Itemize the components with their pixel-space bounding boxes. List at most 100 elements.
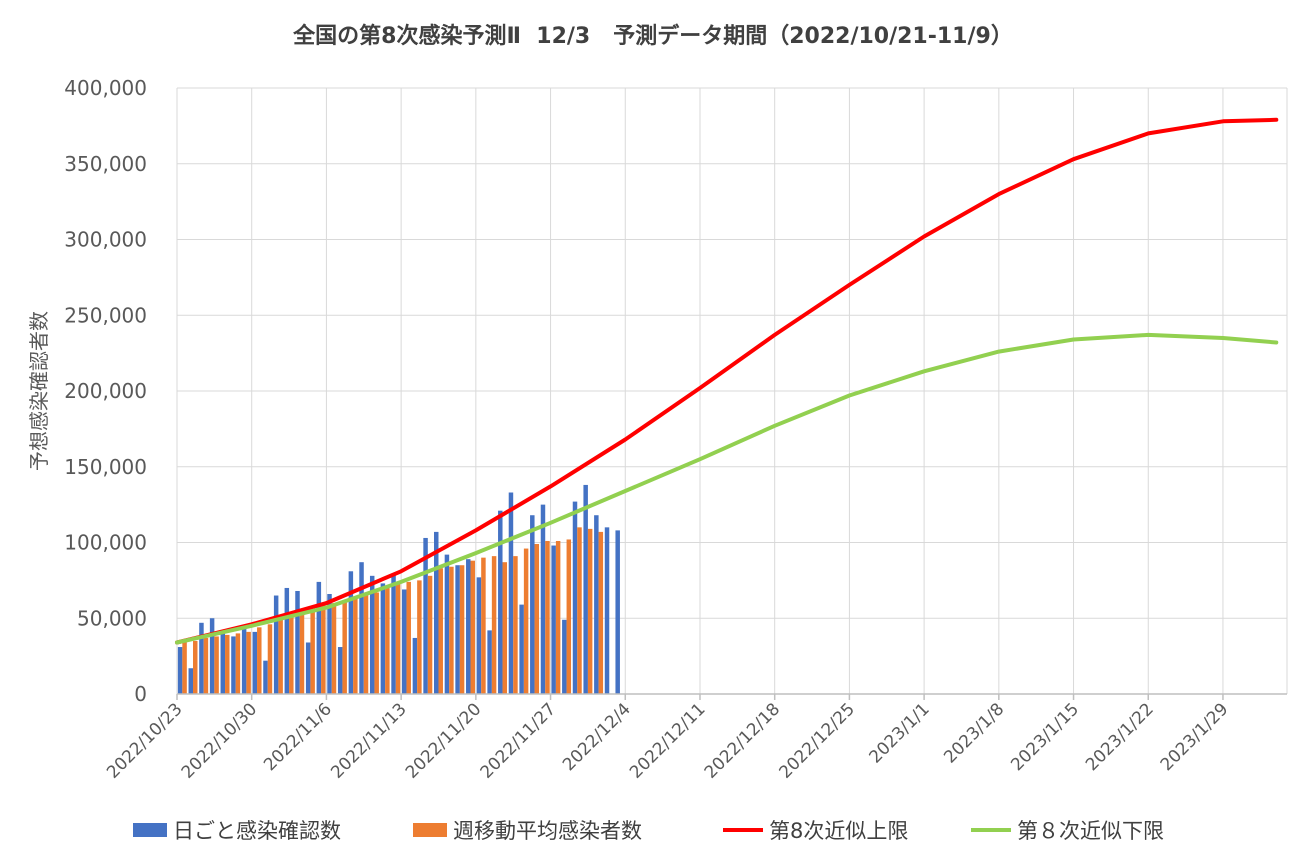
daily-bar: [572, 501, 578, 694]
weekly-avg-bar: [321, 604, 326, 694]
upper-bound-line: [175, 117, 1279, 645]
weekly-avg-bar: [235, 633, 241, 694]
daily-bar: [359, 562, 364, 694]
legend-label: 第8次近似上限: [769, 819, 909, 843]
daily-bar: [369, 575, 375, 694]
lower-bound-line: [175, 332, 1279, 645]
weekly-avg-bar: [331, 603, 337, 694]
weekly-avg-bar: [374, 592, 379, 694]
y-tick-label: 0: [134, 682, 147, 706]
daily-bar: [519, 604, 524, 694]
x-tick-label: 2022/10/30: [178, 699, 261, 782]
x-tick-label: 2022/11/13: [327, 699, 410, 782]
x-tick-label: 2023/1/22: [1082, 699, 1158, 775]
weekly-avg-bar: [203, 637, 209, 694]
weekly-avg-bar: [267, 624, 273, 694]
weekly-avg-bar: [427, 575, 433, 694]
weekly-avg-bar: [438, 568, 443, 694]
weekly-avg-bar: [214, 636, 219, 694]
weekly-avg-bar: [278, 619, 283, 694]
daily-bar: [391, 574, 396, 694]
daily-bar: [209, 618, 215, 694]
daily-bar: [199, 622, 204, 694]
daily-bar: [615, 530, 620, 694]
weekly-avg-bar: [395, 583, 401, 694]
daily-bar: [252, 631, 258, 694]
daily-bar: [220, 633, 226, 694]
daily-bar: [604, 527, 610, 694]
weekly-avg-bar: [182, 642, 187, 694]
y-tick-label: 150,000: [64, 455, 147, 479]
daily-bar: [476, 577, 482, 694]
weekly-avg-bar: [534, 544, 540, 694]
x-tick-label: 2023/1/1: [866, 699, 934, 767]
legend-label: 第８次近似下限: [1017, 819, 1164, 843]
weekly-avg-bar: [598, 531, 604, 694]
x-tick-label: 2022/11/6: [260, 699, 336, 775]
chart-title: 全国の第8次感染予測Ⅱ 12/3 予測データ期間（2022/10/21-11/9…: [293, 24, 1013, 49]
y-tick-label: 350,000: [64, 152, 147, 176]
weekly-avg-bar: [406, 581, 411, 694]
daily-bar: [316, 581, 322, 694]
legend-swatch: [723, 828, 763, 832]
weekly-avg-bar: [502, 562, 508, 694]
y-tick-label: 400,000: [64, 76, 147, 100]
daily-bar: [241, 628, 247, 694]
legend-item-weekly-avg: 週移動平均感染者数: [413, 815, 642, 845]
x-tick-label: 2022/10/23: [103, 699, 186, 782]
weekly-avg-bar: [353, 598, 358, 694]
daily-bar: [444, 554, 450, 694]
daily-bar: [380, 583, 386, 694]
daily-bar: [583, 484, 588, 694]
daily-bar: [508, 492, 514, 694]
daily-bar: [284, 587, 290, 694]
daily-bar: [401, 589, 407, 694]
daily-bar: [327, 594, 332, 694]
daily-bar: [562, 619, 567, 694]
daily-bar: [455, 565, 460, 694]
weekly-avg-bar: [555, 540, 561, 694]
daily-bar: [434, 531, 439, 694]
daily-bar: [263, 660, 268, 694]
x-tick-label: 2022/11/27: [477, 699, 560, 782]
daily-bar: [487, 630, 492, 694]
weekly-avg-bar: [310, 609, 315, 694]
x-tick-label: 2023/1/15: [1007, 699, 1083, 775]
weekly-avg-bar: [491, 556, 497, 694]
legend-swatch: [413, 823, 447, 837]
daily-bar: [295, 590, 300, 694]
x-tick-label: 2022/12/18: [701, 699, 784, 782]
chart-legend: 日ごと感染確認数 週移動平均感染者数 第8次近似上限 第８次近似下限: [0, 815, 1306, 849]
legend-label: 週移動平均感染者数: [453, 819, 642, 843]
weekly-avg-bar: [449, 566, 454, 694]
daily-bar: [412, 637, 418, 694]
legend-item-daily: 日ごと感染確認数: [133, 815, 341, 845]
daily-bar: [348, 571, 354, 694]
daily-bar: [540, 504, 546, 694]
x-tick-label: 2022/12/25: [776, 699, 859, 782]
daily-bar: [177, 647, 183, 694]
weekly-avg-bar: [523, 548, 529, 694]
y-axis-label: 予想感染確認者数: [27, 311, 51, 471]
weekly-avg-bar: [566, 539, 572, 694]
daily-bar: [594, 515, 599, 694]
weekly-avg-bar: [417, 580, 422, 694]
daily-bar: [423, 537, 428, 694]
daily-bar: [551, 545, 556, 694]
weekly-avg-bar: [257, 627, 262, 694]
weekly-avg-bar: [481, 557, 486, 694]
weekly-avg-bar: [587, 528, 593, 694]
x-tick-label: 2023/1/8: [940, 699, 1008, 767]
y-tick-label: 200,000: [64, 379, 147, 403]
x-tick-label: 2022/12/11: [626, 699, 709, 782]
legend-swatch: [971, 828, 1011, 832]
grid-layer: [176, 87, 1288, 694]
line-layer: [175, 117, 1279, 645]
x-tick-label: 2022/11/20: [402, 699, 485, 782]
daily-bar: [273, 595, 279, 694]
y-tick-label: 250,000: [64, 303, 147, 327]
daily-bar: [498, 510, 503, 694]
daily-bar: [530, 515, 535, 694]
weekly-avg-bar: [385, 586, 390, 694]
